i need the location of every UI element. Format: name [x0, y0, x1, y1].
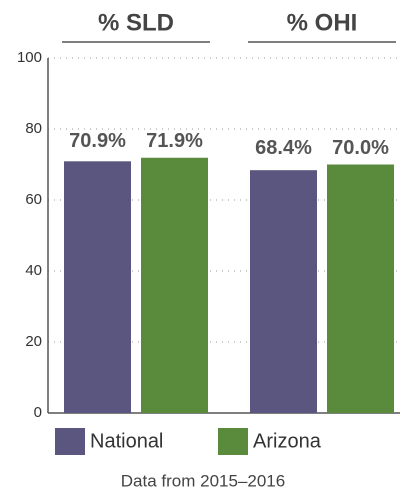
y-tick-label: 60 [25, 191, 42, 208]
category-label: % OHI [287, 9, 358, 36]
legend-swatch [218, 428, 248, 455]
y-tick-label: 20 [25, 333, 42, 350]
footnote: Data from 2015–2016 [121, 471, 285, 490]
value-label: 71.9% [146, 130, 203, 152]
y-tick-label: 80 [25, 120, 42, 137]
y-tick-label: 0 [34, 404, 42, 421]
category-label: % SLD [98, 9, 174, 36]
bar [250, 170, 317, 413]
bar [141, 157, 208, 413]
value-label: 70.9% [69, 130, 126, 152]
y-tick-label: 40 [25, 262, 42, 279]
value-label: 68.4% [255, 137, 312, 159]
bar [327, 164, 394, 413]
legend-label: National [90, 430, 163, 452]
legend-swatch [55, 428, 85, 455]
y-tick-label: 100 [17, 49, 42, 66]
bar [64, 161, 131, 413]
value-label: 70.0% [332, 137, 389, 159]
legend-label: Arizona [253, 430, 322, 452]
